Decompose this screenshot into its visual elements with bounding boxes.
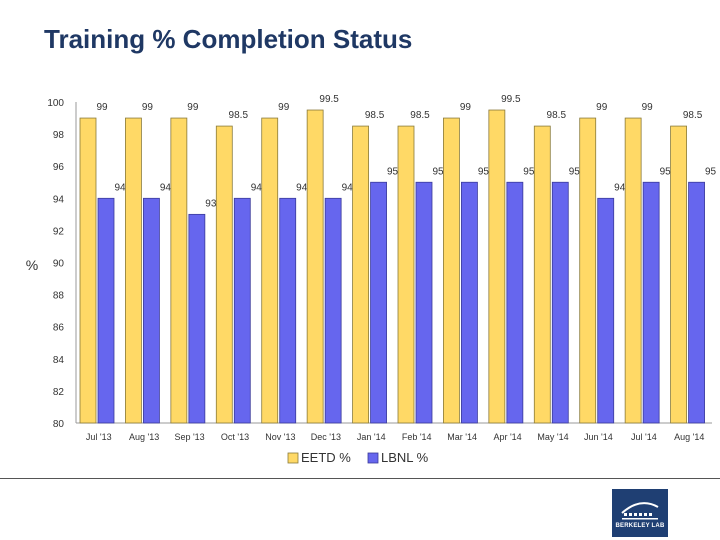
- bar-lbnl: [597, 197, 615, 424]
- x-tick-label: Mar '14: [447, 432, 477, 442]
- data-label-lbnl: 94: [114, 182, 126, 193]
- bar-lbnl: [324, 197, 342, 424]
- data-label-eetd: 99: [278, 102, 290, 113]
- bar-lbnl: [97, 197, 115, 424]
- data-label-eetd: 98.5: [410, 110, 430, 121]
- bar-eetd: [261, 117, 279, 424]
- y-tick-label: 86: [53, 323, 65, 334]
- bar-eetd: [624, 117, 642, 424]
- data-label-eetd: 98.5: [547, 110, 567, 121]
- data-label-lbnl: 95: [432, 166, 444, 177]
- y-tick-label: 80: [53, 419, 65, 430]
- data-label-eetd: 98.5: [365, 110, 385, 121]
- data-label-lbnl: 95: [569, 166, 581, 177]
- data-label-lbnl: 95: [660, 166, 672, 177]
- x-tick-label: Aug '13: [129, 432, 159, 442]
- legend-swatch-lbnl: [367, 452, 379, 464]
- bar-lbnl: [461, 181, 478, 424]
- data-label-lbnl: 95: [705, 166, 717, 177]
- bar-lbnl: [279, 197, 297, 424]
- bar-eetd: [670, 125, 687, 424]
- data-label-eetd: 98.5: [229, 110, 249, 121]
- bar-lbnl: [551, 181, 569, 424]
- legend-swatch-eetd: [287, 452, 299, 464]
- legend-label-lbnl: LBNL %: [381, 450, 429, 465]
- bar-eetd: [443, 117, 460, 424]
- logo-text: BERKELEY LAB: [615, 523, 665, 529]
- footer-divider: [0, 478, 720, 479]
- x-tick-label: May '14: [537, 432, 568, 442]
- y-tick-label: 90: [53, 259, 65, 270]
- berkeley-lab-logo: BERKELEY LAB: [612, 489, 668, 537]
- bar-eetd: [397, 125, 415, 424]
- data-label-eetd: 99: [187, 102, 199, 113]
- data-label-lbnl: 94: [342, 182, 354, 193]
- x-tick-label: Jan '14: [357, 432, 386, 442]
- data-label-eetd: 99: [142, 102, 154, 113]
- x-tick-label: Oct '13: [221, 432, 249, 442]
- x-tick-label: Nov '13: [265, 432, 295, 442]
- bar-lbnl: [688, 181, 705, 424]
- data-label-lbnl: 95: [478, 166, 490, 177]
- bar-eetd: [533, 125, 551, 424]
- bar-lbnl: [506, 181, 524, 424]
- data-label-eetd: 99: [460, 102, 472, 113]
- y-tick-label: 100: [47, 98, 64, 109]
- bar-eetd: [215, 125, 233, 424]
- data-label-lbnl: 94: [251, 182, 263, 193]
- y-tick-label: 88: [53, 291, 65, 302]
- data-label-lbnl: 94: [614, 182, 626, 193]
- y-tick-label: 92: [53, 226, 65, 237]
- bar-chart: 80 82 84 86 88 90 92 94 96 98 100% 99 94 Jul '13 99 94 A…: [26, 94, 717, 465]
- bar-lbnl: [415, 181, 433, 424]
- data-label-lbnl: 94: [296, 182, 308, 193]
- x-tick-label: Jul '13: [86, 432, 112, 442]
- x-tick-label: Jun '14: [584, 432, 613, 442]
- x-tick-label: Aug '14: [674, 432, 704, 442]
- data-label-eetd: 99: [642, 102, 654, 113]
- data-label-eetd: 99.5: [501, 94, 521, 105]
- berkeley-lab-building-icon: [621, 502, 659, 520]
- data-label-lbnl: 94: [160, 182, 172, 193]
- bar-lbnl: [642, 181, 660, 424]
- y-tick-label: 94: [53, 194, 65, 205]
- data-label-eetd: 98.5: [683, 110, 703, 121]
- x-tick-label: Feb '14: [402, 432, 432, 442]
- bar-eetd: [488, 109, 506, 424]
- data-label-lbnl: 95: [523, 166, 535, 177]
- data-label-lbnl: 93: [205, 198, 217, 209]
- bar-lbnl: [188, 213, 206, 424]
- bar-eetd: [306, 109, 324, 424]
- x-tick-label: Jul '14: [631, 432, 657, 442]
- bar-lbnl: [143, 197, 160, 424]
- legend-label-eetd: EETD %: [301, 450, 351, 465]
- bar-eetd: [170, 117, 188, 424]
- bar-eetd: [579, 117, 597, 424]
- x-tick-label: Sep '13: [174, 432, 204, 442]
- bar-eetd: [79, 117, 97, 424]
- chart-title: Training % Completion Status: [44, 24, 413, 54]
- bar-eetd: [352, 125, 369, 424]
- y-axis-label: %: [26, 257, 38, 273]
- y-tick-label: 98: [53, 130, 65, 141]
- y-tick-label: 82: [53, 387, 65, 398]
- data-label-eetd: 99: [596, 102, 608, 113]
- data-label-eetd: 99: [96, 102, 108, 113]
- y-tick-label: 84: [53, 355, 65, 366]
- bar-lbnl: [370, 181, 387, 424]
- x-tick-label: Dec '13: [311, 432, 341, 442]
- bar-lbnl: [233, 197, 251, 424]
- bar-eetd: [125, 117, 142, 424]
- data-label-eetd: 99.5: [319, 94, 339, 105]
- data-label-lbnl: 95: [387, 166, 399, 177]
- y-tick-label: 96: [53, 162, 65, 173]
- x-tick-label: Apr '14: [493, 432, 521, 442]
